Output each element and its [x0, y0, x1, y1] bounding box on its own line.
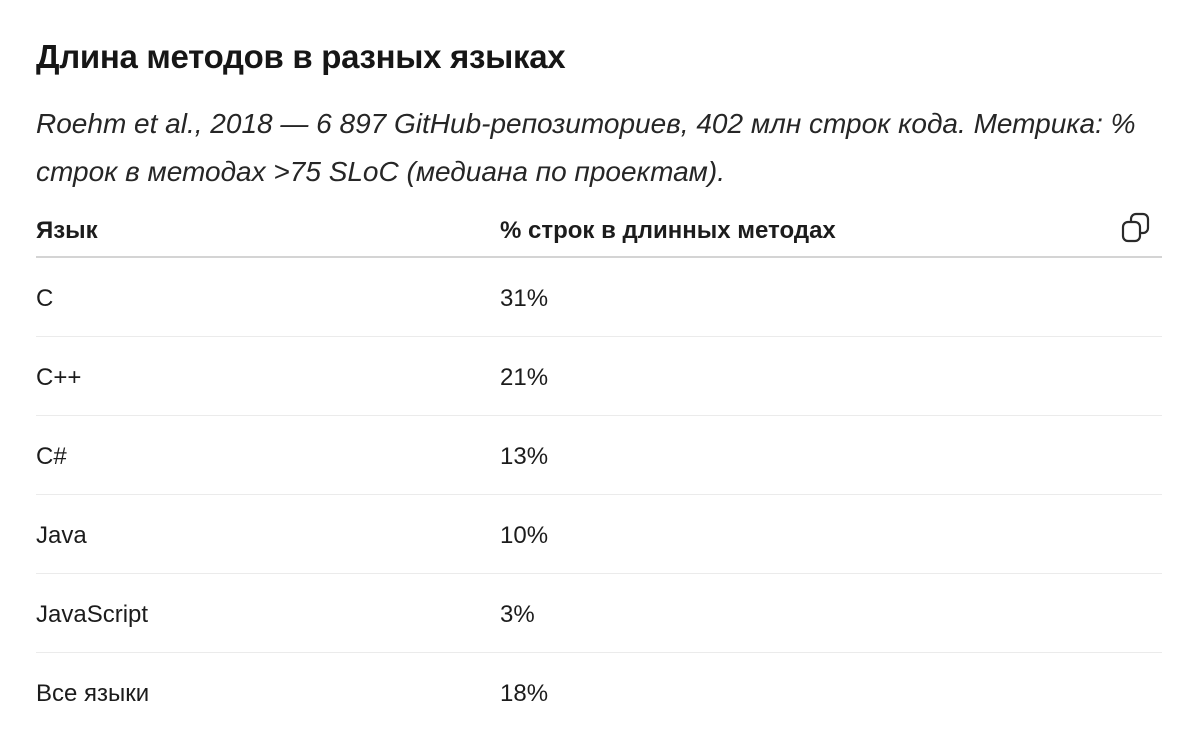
cell-language: C++ — [36, 364, 82, 391]
cell-percent: 13% — [500, 443, 549, 470]
table-row: Java 10% — [36, 495, 1162, 574]
cell-language: Java — [36, 522, 87, 549]
table-row: C 31% — [36, 258, 1162, 337]
table-row: C++ 21% — [36, 337, 1162, 416]
cell-language: JavaScript — [36, 601, 149, 628]
table-row: Все языки 18% — [36, 653, 1162, 732]
cell-percent: 31% — [500, 285, 549, 312]
table-row: C# 13% — [36, 416, 1162, 495]
source-note: Roehm et al., 2018 — 6 897 GitHub-репози… — [36, 108, 1136, 187]
cell-percent: 21% — [500, 364, 549, 391]
column-header-language: Язык — [36, 217, 98, 244]
page-title: Длина методов в разных языках — [36, 38, 566, 75]
cell-language: C — [36, 285, 54, 312]
cell-percent: 10% — [500, 522, 549, 549]
table-header: Язык % строк в длинных методах — [36, 205, 1162, 258]
data-table: Язык % строк в длинных методах C 31% C++… — [36, 205, 1162, 732]
cell-percent: 3% — [500, 601, 535, 628]
copy-icon — [1121, 212, 1150, 243]
table-row: JavaScript 3% — [36, 574, 1162, 653]
cell-language: Все языки — [36, 680, 150, 707]
table-body: C 31% C++ 21% C# 13% Java 10% JavaScript… — [36, 258, 1162, 732]
cell-language: C# — [36, 443, 67, 470]
column-header-percent: % строк в длинных методах — [500, 217, 836, 244]
cell-percent: 18% — [500, 680, 549, 707]
copy-table-button[interactable] — [1120, 211, 1152, 245]
